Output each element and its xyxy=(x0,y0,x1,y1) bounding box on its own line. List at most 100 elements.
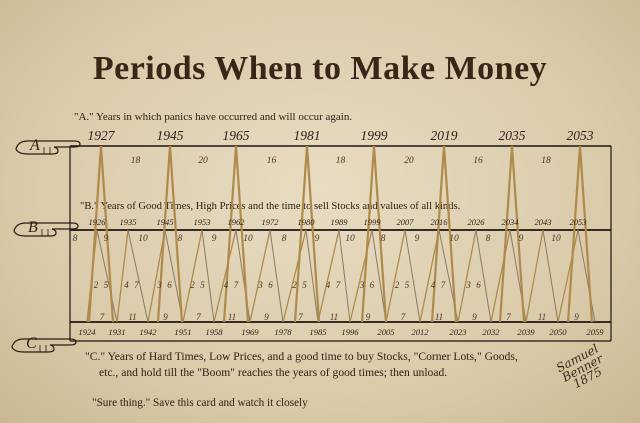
caption-c-line1: "C." Years of Hard Times, Low Prices, an… xyxy=(85,350,518,363)
row-c-mid-interval: 3 xyxy=(157,280,162,290)
cycle-line-down xyxy=(201,229,215,323)
cycle-line-low xyxy=(557,229,579,323)
row-c-mid-interval: 5 xyxy=(404,280,410,290)
row-c-year: 2059 xyxy=(586,327,604,337)
row-c-bottom-interval: 9 xyxy=(163,312,168,322)
row-c-mid-interval: 3 xyxy=(258,280,263,290)
row-c-year: 1958 xyxy=(205,327,223,337)
row-b-year: 1953 xyxy=(193,217,211,227)
row-c-mid-interval: 4 xyxy=(223,280,229,290)
row-b-year: 1999 xyxy=(363,217,381,227)
row-c-year: 2005 xyxy=(377,327,395,337)
pointing-hand-c-icon xyxy=(10,333,80,362)
row-c-mid-interval: 4 xyxy=(430,280,436,290)
row-b-interval: 8 xyxy=(281,234,287,244)
cycle-line-down xyxy=(475,229,492,323)
row-c-mid-interval: 3 xyxy=(466,280,471,290)
row-b-interval: 10 xyxy=(138,234,148,244)
row-b-interval: 10 xyxy=(345,234,355,244)
cycle-line-low xyxy=(116,229,129,323)
row-c-year: 2050 xyxy=(549,327,567,337)
cycle-line-down xyxy=(371,229,387,323)
row-label-c: C xyxy=(26,335,37,352)
panic-line-up xyxy=(566,145,582,323)
cycle-line-down xyxy=(96,229,118,323)
cycle-line-low xyxy=(282,229,307,323)
panic-line-up xyxy=(293,145,309,323)
cycle-line-low xyxy=(317,229,340,323)
cycle-line-low xyxy=(419,229,440,323)
cycle-line-low xyxy=(182,229,203,323)
row-c-bottom-interval: 7 xyxy=(196,312,201,322)
row-c-mid-interval: 7 xyxy=(335,280,341,290)
panic-line-down xyxy=(234,145,250,323)
row-c-year: 2039 xyxy=(517,327,535,337)
panic-line-down xyxy=(510,145,526,323)
row-a-year: 1999 xyxy=(360,128,388,143)
row-c-mid-interval: 6 xyxy=(268,280,273,290)
row-c-mid-interval: 4 xyxy=(124,280,129,290)
panic-line-down xyxy=(578,145,594,323)
row-c-year: 1996 xyxy=(341,327,359,337)
row-c-mid-interval: 6 xyxy=(167,280,172,290)
row-b-year: 2043 xyxy=(534,217,552,227)
panic-line-up xyxy=(430,145,446,323)
row-b-interval: 8 xyxy=(72,234,78,244)
row-b-year: 1989 xyxy=(330,217,348,227)
cycle-line-low xyxy=(490,229,511,323)
row-b-year: 2007 xyxy=(396,217,414,227)
row-c-year: 1969 xyxy=(241,327,259,337)
row-c-mid-interval: 7 xyxy=(233,280,239,290)
row-c-year: 2023 xyxy=(449,327,467,337)
row-a-year: 2019 xyxy=(430,128,458,143)
row-b-year: 1945 xyxy=(156,217,174,227)
panic-line-up xyxy=(87,145,103,323)
row-a-year: 2053 xyxy=(566,128,594,143)
row-c-mid-interval: 2 xyxy=(394,280,400,290)
panic-line-up xyxy=(360,145,376,323)
row-b-year: 1935 xyxy=(119,217,137,227)
cycle-line-low xyxy=(213,229,237,323)
row-b-year: 1926 xyxy=(88,217,106,227)
row-b-year: 2026 xyxy=(467,217,485,227)
cycle-line-down xyxy=(542,229,559,323)
row-b-year: 1962 xyxy=(227,217,245,227)
caption-c-line2: etc., and hold till the "Boom" reaches t… xyxy=(99,366,448,379)
row-label-b: B xyxy=(28,219,38,236)
row-a-year: 1965 xyxy=(222,128,250,143)
row-a-year: 1927 xyxy=(87,128,115,143)
row-c-year: 2032 xyxy=(482,327,500,337)
row-b-year: 2034 xyxy=(501,217,519,227)
row-b-year: 2053 xyxy=(569,217,587,227)
row-b-interval: 9 xyxy=(211,234,217,244)
row-c-bottom-interval: 7 xyxy=(400,312,406,322)
row-c-year: 1951 xyxy=(174,327,192,337)
cycle-line-low xyxy=(385,229,406,323)
row-a-year: 2035 xyxy=(498,128,526,143)
row-b-year: 1980 xyxy=(297,217,315,227)
panic-line-down xyxy=(99,145,115,323)
row-label-a: A xyxy=(30,137,40,154)
row-c-year: 1978 xyxy=(274,327,292,337)
row-c-mid-interval: 4 xyxy=(325,280,331,290)
row-c-mid-interval: 5 xyxy=(200,280,205,290)
row-c-bottom-interval: 9 xyxy=(264,312,269,322)
row-a-interval: 16 xyxy=(473,156,483,166)
row-b-interval: 10 xyxy=(449,234,459,244)
row-b-interval: 9 xyxy=(103,234,109,244)
row-a-interval: 18 xyxy=(541,156,551,166)
pointing-hand-b-icon xyxy=(12,217,82,246)
row-a-interval: 18 xyxy=(335,156,346,166)
row-c-bottom-interval: 11 xyxy=(227,312,237,322)
row-c-mid-interval: 7 xyxy=(440,280,446,290)
cycle-line-down xyxy=(269,229,284,323)
row-c-mid-interval: 2 xyxy=(190,280,195,290)
row-c-year: 1931 xyxy=(108,327,126,337)
panic-line-up xyxy=(156,145,172,323)
row-b-interval: 9 xyxy=(414,234,420,244)
panic-line-down xyxy=(372,145,388,323)
row-b-year: 1972 xyxy=(261,217,279,227)
row-c-mid-interval: 2 xyxy=(93,280,99,290)
row-c-year: 1985 xyxy=(309,327,327,337)
